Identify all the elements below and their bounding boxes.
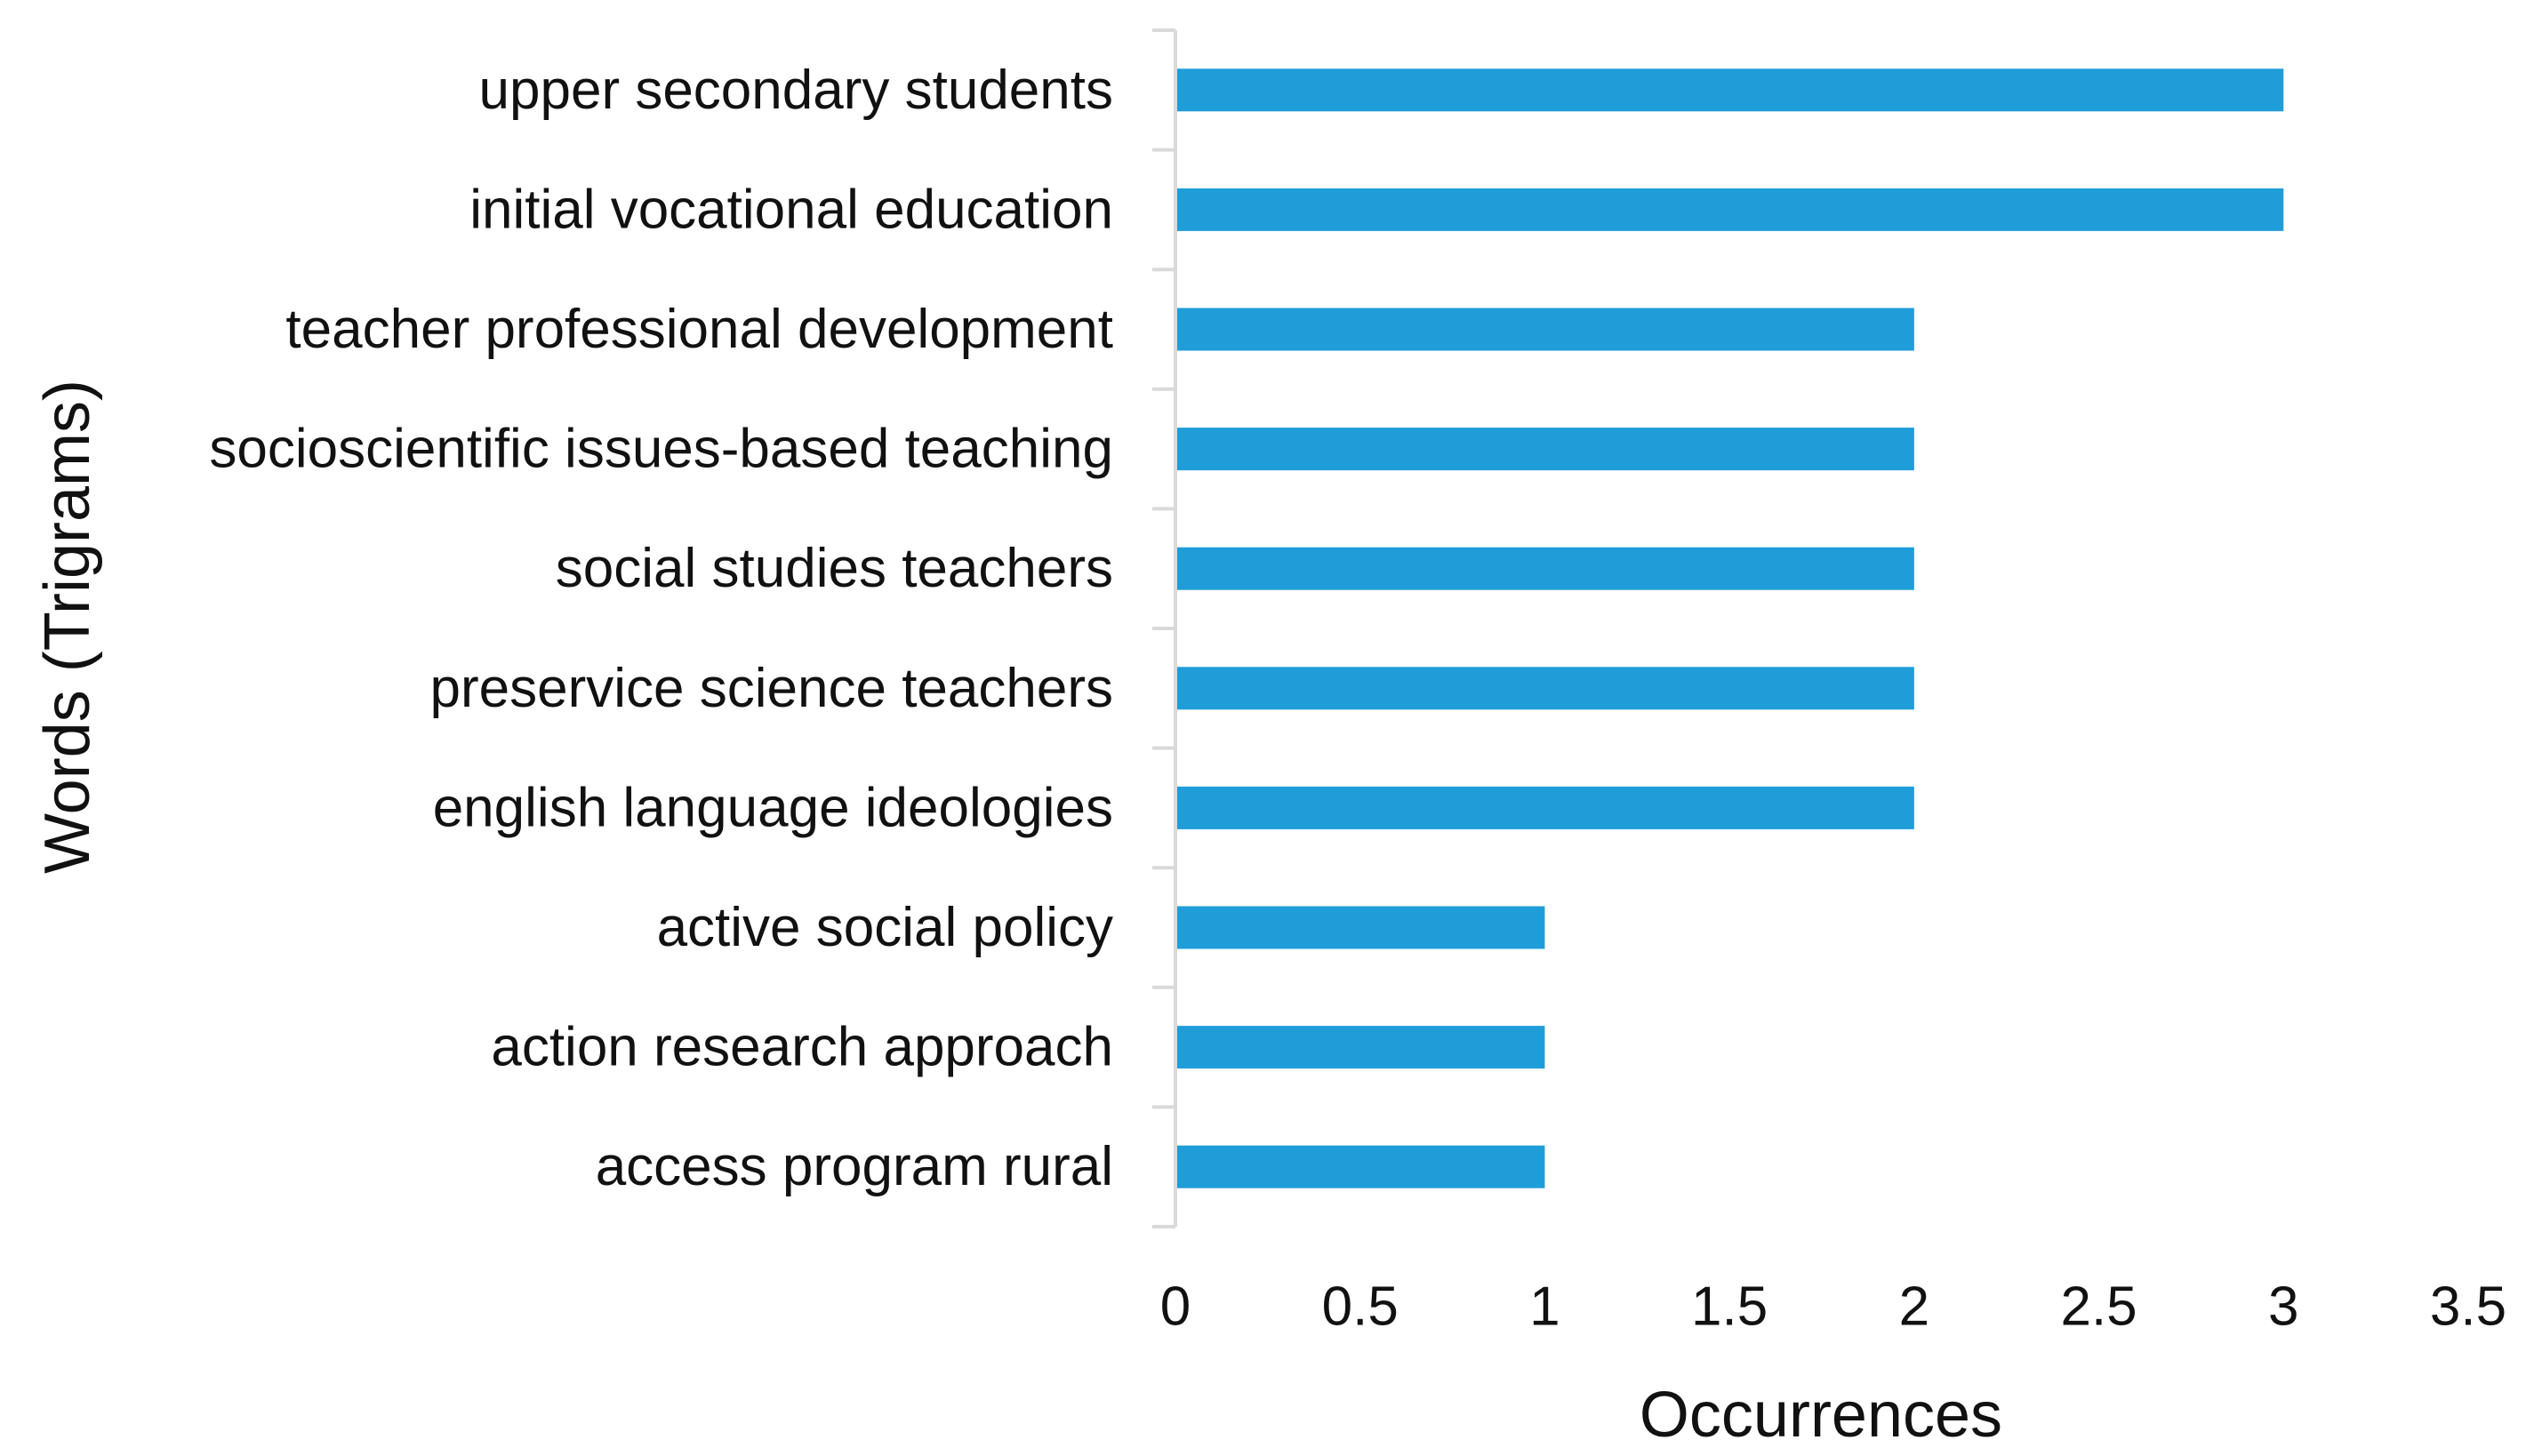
- category-labels: upper secondary students initial vocation…: [209, 60, 1113, 1197]
- bar: [1177, 308, 1914, 351]
- bar: [1177, 547, 1914, 590]
- bar: [1177, 1145, 1545, 1188]
- x-tick-label: 3: [2268, 1276, 2298, 1338]
- bar: [1177, 68, 2284, 112]
- y-axis-title: Words (Trigrams): [32, 380, 103, 874]
- category-label: english language ideologies: [433, 777, 1113, 838]
- bar: [1177, 786, 1914, 829]
- x-tick-label: 3.5: [2430, 1276, 2506, 1338]
- bar: [1177, 906, 1545, 949]
- bar: [1177, 188, 2284, 231]
- x-tick-label: 1: [1529, 1276, 1560, 1338]
- x-tick-labels: 0 0.5 1 1.5 2 2.5 3 3.5: [1160, 1276, 2506, 1338]
- category-label: teacher professional development: [285, 299, 1113, 360]
- x-tick-label: 2.5: [2060, 1276, 2137, 1338]
- bar: [1177, 1026, 1545, 1069]
- x-tick-label: 0.5: [1322, 1276, 1399, 1338]
- bars: [1177, 68, 2284, 1188]
- category-label: action research approach: [491, 1017, 1113, 1078]
- category-label: initial vocational education: [469, 179, 1113, 240]
- x-tick-label: 0: [1160, 1276, 1191, 1338]
- category-label: active social policy: [657, 897, 1113, 958]
- bar: [1177, 667, 1914, 710]
- category-label: access program rural: [596, 1136, 1113, 1197]
- category-label: social studies teachers: [556, 538, 1113, 599]
- category-label: socioscientific issues-based teaching: [209, 419, 1113, 480]
- category-label: preservice science teachers: [430, 658, 1113, 719]
- x-axis-title: Occurrences: [1640, 1380, 2002, 1451]
- category-label: upper secondary students: [479, 60, 1113, 121]
- x-tick-label: 1.5: [1691, 1276, 1768, 1338]
- bar: [1177, 428, 1914, 471]
- x-tick-label: 2: [1899, 1276, 1929, 1338]
- y-axis: [1152, 28, 1177, 1228]
